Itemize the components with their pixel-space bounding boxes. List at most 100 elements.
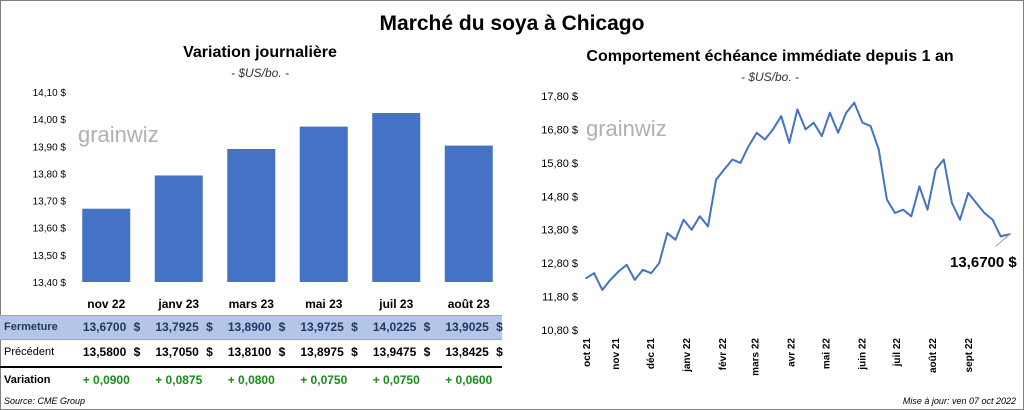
cell-currency: $ bbox=[351, 345, 358, 359]
cell-currency: $ bbox=[278, 320, 286, 334]
data-point bbox=[690, 228, 693, 231]
data-point bbox=[715, 178, 717, 181]
variation-cell: + 0,0900 bbox=[82, 373, 130, 387]
x-tick-label: mars 23 bbox=[229, 297, 275, 311]
data-point bbox=[959, 218, 961, 221]
data-point bbox=[585, 277, 587, 279]
y-tick-label: 14,80 $ bbox=[541, 191, 578, 203]
data-point bbox=[772, 128, 774, 131]
y-tick-label: 11,80 $ bbox=[542, 292, 578, 304]
x-tick-label: mai 23 bbox=[305, 297, 343, 311]
line-chart-title: Comportement échéance immédiate depuis 1… bbox=[586, 48, 954, 65]
cell-currency: $ bbox=[423, 345, 431, 359]
cell-value: 13,9025 bbox=[445, 320, 489, 334]
x-tick-label: juin 22 bbox=[857, 338, 868, 371]
cell-value: 13,8100 bbox=[227, 345, 272, 359]
y-tick-label: 13,90 $ bbox=[33, 142, 67, 153]
bar-chart-unit: - $US/bo. - bbox=[230, 66, 290, 80]
data-point bbox=[699, 215, 701, 218]
watermark: grainwiz bbox=[78, 122, 159, 147]
x-tick-label: janv 23 bbox=[157, 297, 199, 311]
data-point bbox=[739, 162, 742, 164]
bar bbox=[299, 126, 348, 282]
x-tick-label: mars 22 bbox=[750, 338, 761, 376]
x-tick-label: août 22 bbox=[928, 338, 939, 373]
data-point bbox=[967, 192, 969, 194]
line-chart: 10,80 $ 11,80 $ 12,80 $ 13,80 $ 14,80 $ 15,80… bbox=[541, 91, 1011, 376]
data-point bbox=[642, 269, 644, 271]
row-label-fermeture: Fermeture bbox=[4, 321, 58, 333]
data-point bbox=[658, 262, 660, 264]
callout-line bbox=[995, 233, 1011, 247]
data-point bbox=[861, 121, 864, 124]
cell-value: 13,8425 bbox=[445, 345, 489, 359]
data-point bbox=[723, 168, 726, 171]
y-tick-label: 16,80 $ bbox=[541, 124, 578, 136]
data-point bbox=[951, 202, 953, 204]
cell-value: 14,0225 bbox=[372, 320, 417, 334]
data-point bbox=[625, 264, 628, 266]
data-point bbox=[764, 138, 766, 141]
x-tick-label: mai 22 bbox=[821, 338, 832, 370]
x-tick-label: nov 22 bbox=[87, 297, 125, 311]
bar-chart: 13,40 $ 13,50 $ 13,60 $ 13,70 $ 13,80 $ 13,90… bbox=[33, 88, 493, 311]
y-tick-label: 12,80 $ bbox=[541, 258, 578, 270]
y-tick-label: 17,80 $ bbox=[541, 91, 578, 103]
x-tick-label: févr 22 bbox=[718, 338, 729, 371]
y-tick-label: 15,80 $ bbox=[541, 158, 578, 170]
data-point bbox=[788, 142, 791, 144]
y-tick-label: 13,80 $ bbox=[33, 169, 67, 180]
x-tick-label: juil 22 bbox=[892, 338, 903, 368]
cell-currency: $ bbox=[496, 320, 503, 334]
variation-cell: + 0,0800 bbox=[227, 373, 275, 387]
cell-currency: $ bbox=[278, 345, 286, 359]
data-point bbox=[934, 168, 937, 171]
row-label-precedent: Précédent bbox=[4, 346, 55, 358]
data-point bbox=[633, 279, 636, 281]
data-point bbox=[666, 232, 669, 234]
bar bbox=[154, 175, 203, 282]
table-row-precedent: Précédent 13,5800 $13,7050 $13,8100 $13,897… bbox=[0, 341, 503, 364]
data-point bbox=[877, 148, 880, 151]
page-title: Marché du soya à Chicago bbox=[379, 12, 645, 35]
cell-value: 13,7925 bbox=[155, 320, 199, 334]
y-tick-label: 13,50 $ bbox=[33, 251, 67, 262]
data-point bbox=[796, 108, 799, 111]
bar bbox=[227, 149, 276, 282]
watermark: grainwiz bbox=[586, 116, 667, 141]
data-point bbox=[747, 145, 750, 147]
data-point bbox=[926, 208, 929, 211]
cell-currency: $ bbox=[133, 320, 141, 334]
data-point bbox=[812, 121, 815, 124]
data-point bbox=[601, 289, 604, 291]
bar bbox=[444, 145, 493, 282]
cell-currency: $ bbox=[206, 345, 213, 359]
y-tick-label: 14,10 $ bbox=[33, 88, 67, 99]
cell-value: 13,9475 bbox=[372, 345, 417, 359]
x-tick-label: déc 21 bbox=[646, 338, 657, 370]
data-point bbox=[617, 270, 620, 273]
last-value-label: 13,6700 $ bbox=[950, 254, 1017, 271]
data-point bbox=[918, 185, 921, 188]
data-point bbox=[755, 131, 758, 134]
data-point bbox=[975, 202, 978, 204]
data-point bbox=[910, 215, 913, 218]
data-point bbox=[983, 212, 986, 214]
cell-value: 13,5800 bbox=[82, 345, 127, 359]
data-point bbox=[886, 198, 888, 201]
cell-currency: $ bbox=[496, 345, 503, 359]
variation-cell: + 0,0875 bbox=[155, 373, 203, 387]
data-point bbox=[593, 272, 595, 274]
table-row-fermeture: Fermeture 13,6700 $13,7925 $13,8900 $13,972… bbox=[0, 315, 503, 340]
cell-value: 13,7050 bbox=[155, 345, 199, 359]
table-row-variation: Variation + 0,0900 + 0,0875 + 0,0800 + 0,07… bbox=[0, 369, 502, 392]
table-divider bbox=[0, 366, 502, 368]
cell-value: 13,9725 bbox=[300, 320, 344, 334]
variation-cell: + 0,0600 bbox=[445, 373, 493, 387]
data-point bbox=[707, 225, 709, 228]
y-tick-label: 13,60 $ bbox=[33, 224, 67, 235]
y-tick-label: 13,70 $ bbox=[33, 197, 67, 208]
data-point bbox=[894, 212, 896, 214]
data-point bbox=[991, 218, 994, 221]
data-point bbox=[942, 158, 945, 161]
